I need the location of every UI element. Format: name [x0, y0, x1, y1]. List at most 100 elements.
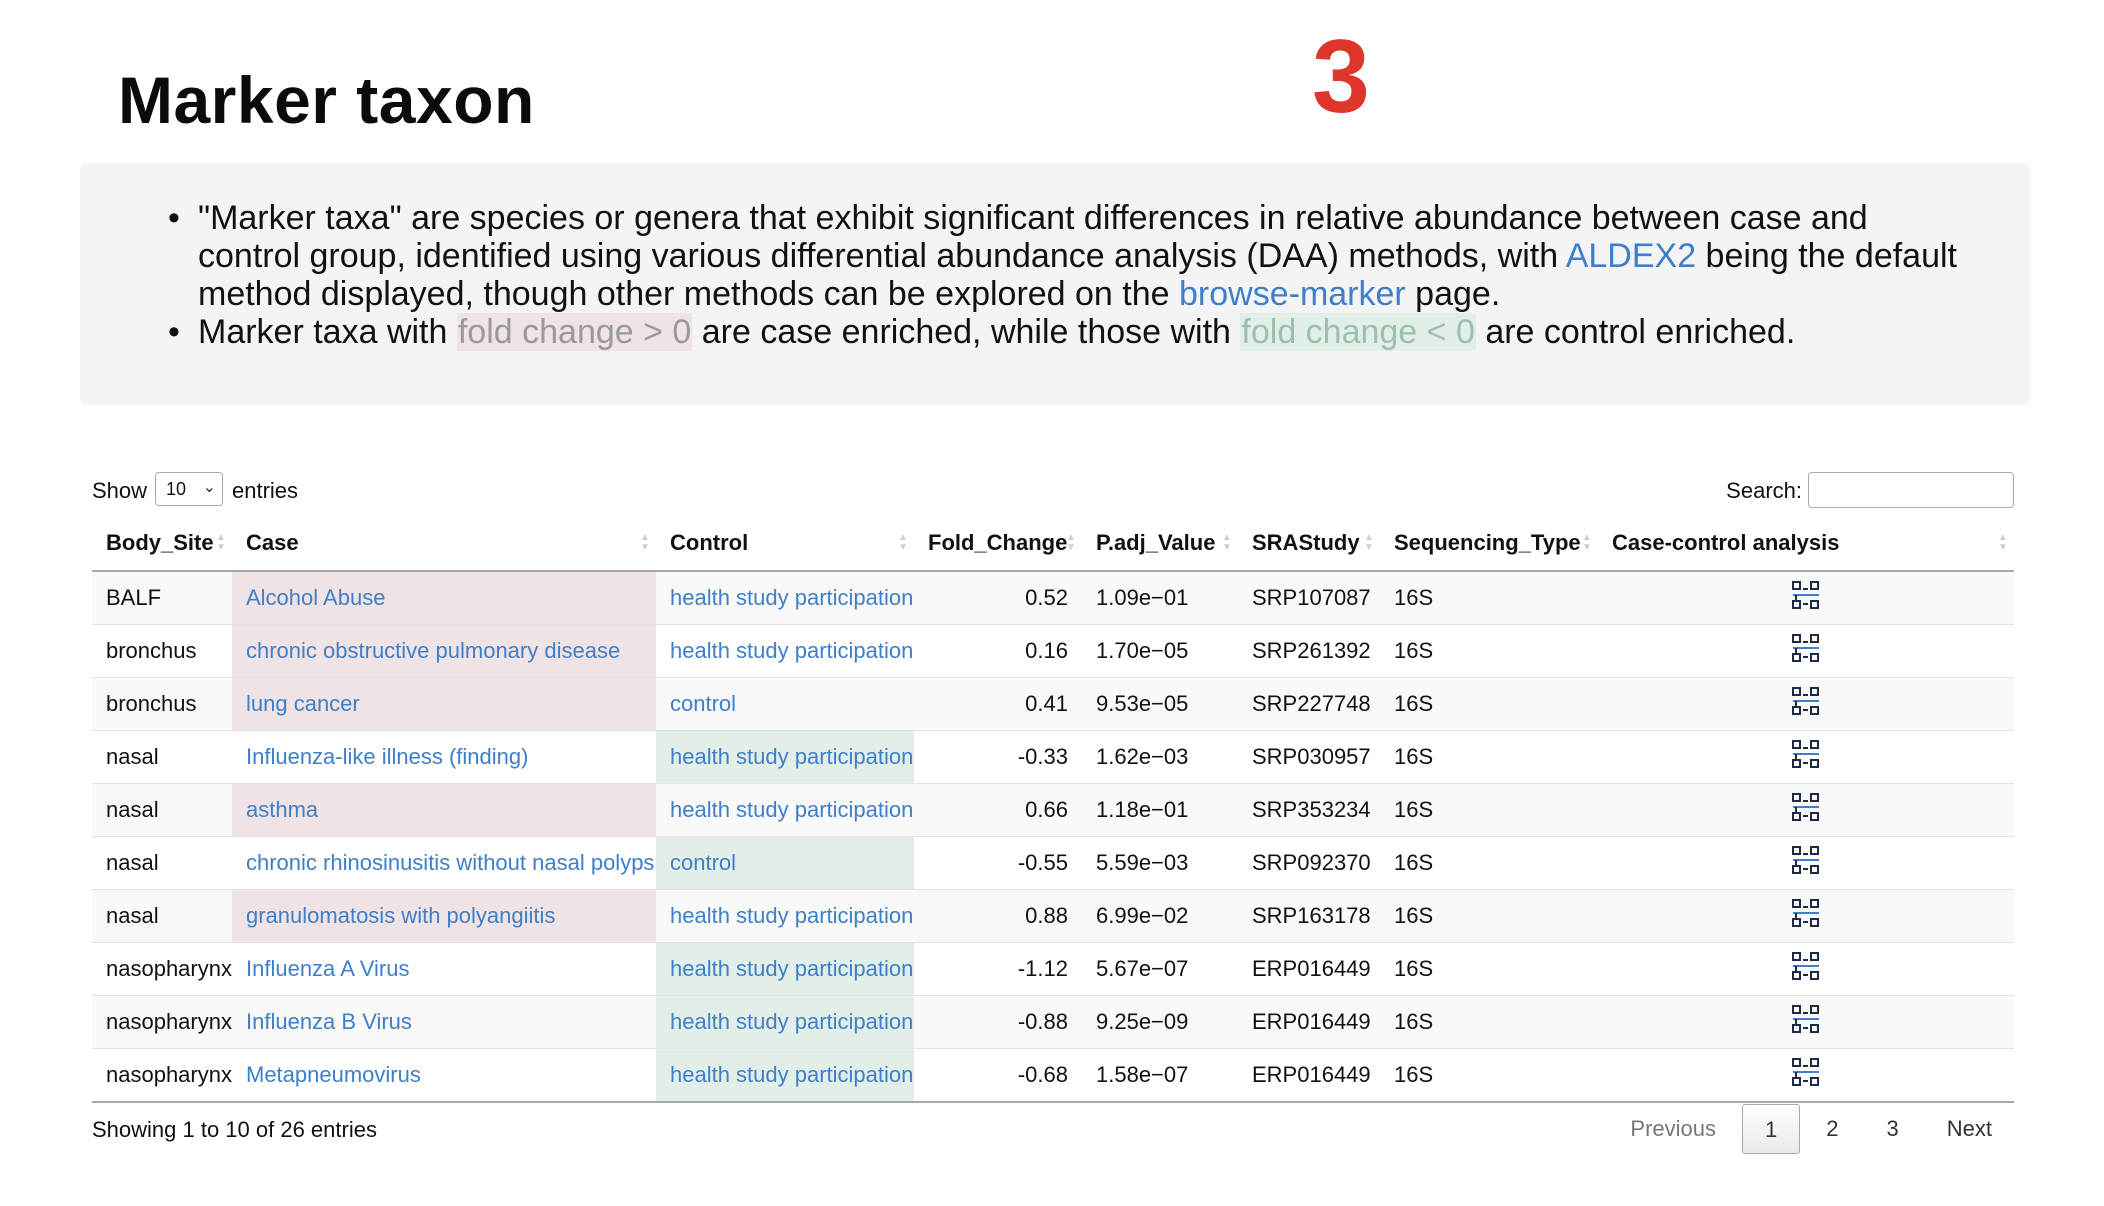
network-diagram-icon[interactable]	[1791, 739, 1821, 775]
control-link[interactable]: control	[670, 691, 737, 716]
sequencing-type-cell: 16S	[1380, 889, 1598, 943]
fold-change-cell: 0.16	[914, 624, 1082, 678]
case-link[interactable]: Metapneumovirus	[246, 1062, 421, 1087]
fold-change-cell: 0.52	[914, 570, 1082, 625]
sort-both-icon: ▲ ▼	[216, 532, 226, 553]
sra-study-cell: SRP353234	[1238, 783, 1380, 837]
page-button-1[interactable]: 1	[1742, 1104, 1801, 1154]
case-control-analysis-cell	[1598, 889, 2014, 943]
body-site-cell: nasopharynx	[106, 1062, 232, 1087]
sequencing-type-cell: 16S	[1380, 836, 1598, 890]
case-link[interactable]: Alcohol Abuse	[246, 585, 386, 610]
sra-study-cell: ERP016449	[1252, 1062, 1371, 1087]
previous-button[interactable]: Previous	[1630, 1116, 1716, 1141]
fold-change-cell: -0.88	[914, 995, 1082, 1049]
control-link[interactable]: control	[670, 850, 737, 875]
header-case[interactable]: Case ▲ ▼	[232, 516, 656, 572]
network-diagram-icon[interactable]	[1791, 951, 1821, 987]
fold-change-cell: 0.41	[1025, 691, 1068, 716]
control-link[interactable]: health study participation	[670, 956, 914, 981]
control-link[interactable]: health study participation	[670, 1062, 914, 1087]
table-row: nasal chronic rhinosinusitis without nasa…	[92, 836, 2014, 890]
show-label: Show	[92, 478, 148, 503]
sequencing-type-cell: 16S	[1380, 624, 1598, 678]
aldex2-link[interactable]: ALDEX2	[1565, 237, 1697, 275]
page-button-3[interactable]: 3	[1886, 1116, 1899, 1141]
p-adj-cell: 1.62e−03	[1096, 744, 1189, 769]
table-row: bronchus lung cancer control 0.41 9.53e−05 SR…	[92, 677, 2014, 731]
case-cell: Influenza-like illness (finding)	[232, 730, 656, 784]
sequencing-type-cell: 16S	[1394, 1009, 1434, 1034]
info-text: are control enriched.	[1475, 313, 1796, 351]
case-link[interactable]: Influenza A Virus	[246, 956, 410, 981]
bullet-icon: •	[168, 199, 180, 237]
control-link[interactable]: health study participation	[670, 903, 914, 928]
body-site-cell: bronchus	[106, 638, 197, 663]
case-link[interactable]: Influenza-like illness (finding)	[246, 744, 529, 769]
header-label: Control	[670, 530, 749, 555]
network-diagram-icon[interactable]	[1791, 898, 1821, 934]
case-link[interactable]: granulomatosis with polyangiitis	[246, 903, 556, 928]
network-diagram-icon[interactable]	[1791, 686, 1821, 722]
sequencing-type-cell: 16S	[1394, 903, 1434, 928]
case-link[interactable]: chronic obstructive pulmonary disease	[246, 638, 621, 663]
page-button-2[interactable]: 2	[1826, 1116, 1839, 1141]
control-link[interactable]: health study participation	[670, 744, 914, 769]
network-diagram-icon[interactable]	[1791, 580, 1821, 616]
control-cell: health study participation	[656, 1048, 914, 1103]
header-sequencing-type[interactable]: Sequencing_Type ▲ ▼	[1380, 516, 1598, 572]
p-adj-cell: 1.18e−01	[1082, 783, 1238, 837]
next-button[interactable]: Next	[1946, 1116, 1992, 1141]
case-link[interactable]: asthma	[246, 797, 319, 822]
header-label: Body_Site	[106, 530, 214, 555]
header-sra-study[interactable]: SRAStudy ▲ ▼	[1238, 516, 1380, 572]
fold-change-cell: 0.88	[914, 889, 1082, 943]
sra-study-cell: SRP227748	[1252, 691, 1371, 716]
case-control-analysis-cell	[1598, 730, 2014, 784]
case-control-analysis-cell	[1598, 1048, 2014, 1103]
entries-length-select[interactable]: 10 ⌄	[155, 472, 223, 506]
search-input[interactable]	[1808, 472, 2014, 508]
case-cell: chronic obstructive pulmonary disease	[232, 624, 656, 678]
info-bullet-2: • Marker taxa with fold change > 0 are ca…	[168, 313, 1968, 351]
p-adj-cell: 9.25e−09	[1082, 995, 1238, 1049]
header-fold-change[interactable]: Fold_Change ▲ ▼	[914, 516, 1082, 572]
header-label: Case-control analysis	[1612, 530, 1840, 555]
control-link[interactable]: health study participation	[670, 797, 914, 822]
control-link[interactable]: health study participation	[670, 585, 914, 610]
body-site-cell: nasal	[106, 744, 159, 769]
network-diagram-icon[interactable]	[1791, 792, 1821, 828]
header-case-control-analysis[interactable]: Case-control analysis ▲ ▼	[1598, 516, 2014, 572]
case-link[interactable]: lung cancer	[246, 691, 360, 716]
p-adj-cell: 1.70e−05	[1096, 638, 1189, 663]
network-diagram-icon[interactable]	[1791, 633, 1821, 669]
info-box: • "Marker taxa" are species or genera tha…	[80, 163, 2030, 405]
header-body-site[interactable]: Body_Site ▲ ▼	[92, 516, 232, 572]
p-adj-cell: 5.59e−03	[1096, 850, 1189, 875]
fold-change-cell: -0.55	[914, 836, 1082, 890]
case-control-analysis-cell	[1598, 836, 2014, 890]
sequencing-type-cell: 16S	[1394, 585, 1434, 610]
sequencing-type-cell: 16S	[1380, 730, 1598, 784]
browse-marker-link[interactable]: browse-marker	[1179, 275, 1406, 313]
control-cell: health study participation	[656, 995, 914, 1049]
control-link[interactable]: health study participation	[670, 1009, 914, 1034]
fold-change-cell: 0.16	[1025, 638, 1068, 663]
network-diagram-icon[interactable]	[1791, 1057, 1821, 1093]
case-link[interactable]: Influenza B Virus	[246, 1009, 412, 1034]
control-cell: health study participation	[656, 783, 914, 837]
case-link[interactable]: chronic rhinosinusitis without nasal pol…	[246, 850, 655, 875]
sort-both-icon: ▲ ▼	[1222, 532, 1232, 553]
network-diagram-icon[interactable]	[1791, 1004, 1821, 1040]
sra-study-cell: ERP016449	[1252, 956, 1371, 981]
header-p-adj-value[interactable]: P.adj_Value ▲ ▼	[1082, 516, 1238, 572]
sequencing-type-cell: 16S	[1394, 956, 1434, 981]
header-control[interactable]: Control ▲ ▼	[656, 516, 914, 572]
header-label: P.adj_Value	[1096, 530, 1216, 555]
info-bullet-1: • "Marker taxa" are species or genera tha…	[168, 199, 1968, 313]
control-link[interactable]: health study participation	[670, 638, 914, 663]
sort-both-icon: ▲ ▼	[1066, 532, 1076, 553]
sort-both-icon: ▲ ▼	[1582, 532, 1592, 553]
case-control-analysis-cell	[1598, 995, 2014, 1049]
network-diagram-icon[interactable]	[1791, 845, 1821, 881]
